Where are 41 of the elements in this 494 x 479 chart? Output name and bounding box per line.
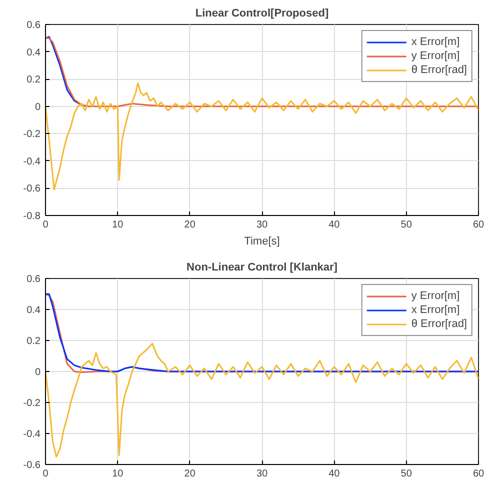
x-tick-label: 10 (112, 468, 124, 479)
legend-label: θ Error[rad] (411, 63, 467, 77)
y-tick-label: -0.4 (23, 156, 41, 168)
line-series (46, 342, 478, 458)
y-tick-label: -0.8 (23, 211, 41, 222)
chart-title: Linear Control[Proposed] (195, 8, 329, 20)
x-tick-label: 60 (472, 220, 484, 230)
x-tick-label: 60 (472, 468, 484, 479)
x-tick-label: 50 (400, 468, 412, 479)
x-tick-label: 20 (184, 220, 196, 230)
x-tick-label: 30 (256, 220, 268, 230)
legend-label: x Error[m] (411, 303, 460, 317)
x-tick-label: 20 (184, 468, 196, 479)
x-tick-label: 40 (328, 468, 340, 479)
y-tick-label: 0.6 (26, 20, 41, 31)
x-tick-label: 50 (400, 220, 412, 230)
legend-label: y Error[m] (411, 49, 460, 63)
y-tick-label: -0.2 (23, 398, 41, 409)
x-tick-label: 30 (256, 468, 268, 479)
legend-label: y Error[m] (411, 289, 460, 303)
y-tick-label: -0.4 (23, 429, 41, 440)
line-series (46, 82, 478, 190)
y-tick-label: 0.2 (26, 74, 41, 86)
y-tick-label: 0 (34, 367, 41, 378)
y-tick-label: 0.6 (26, 274, 41, 285)
y-tick-label: -0.6 (23, 184, 41, 195)
legend-label: θ Error[rad] (411, 317, 467, 331)
y-tick-label: 0 (34, 102, 41, 113)
y-tick-label: -0.6 (23, 460, 41, 471)
x-tick-label: 0 (42, 220, 49, 230)
y-tick-label: 0.2 (26, 336, 41, 347)
x-tick-label: 10 (112, 220, 124, 230)
x-tick-label: 0 (42, 468, 49, 479)
x-axis-title: Time[s] (244, 236, 280, 248)
y-tick-label: -0.2 (23, 129, 41, 140)
chart-title: Non-Linear Control [Klankar] (186, 262, 338, 274)
y-tick-label: 0.4 (26, 305, 41, 316)
legend-label: x Error[m] (411, 35, 460, 49)
x-tick-label: 40 (328, 220, 340, 230)
line-series (46, 37, 478, 108)
y-tick-label: 0.4 (26, 47, 41, 58)
